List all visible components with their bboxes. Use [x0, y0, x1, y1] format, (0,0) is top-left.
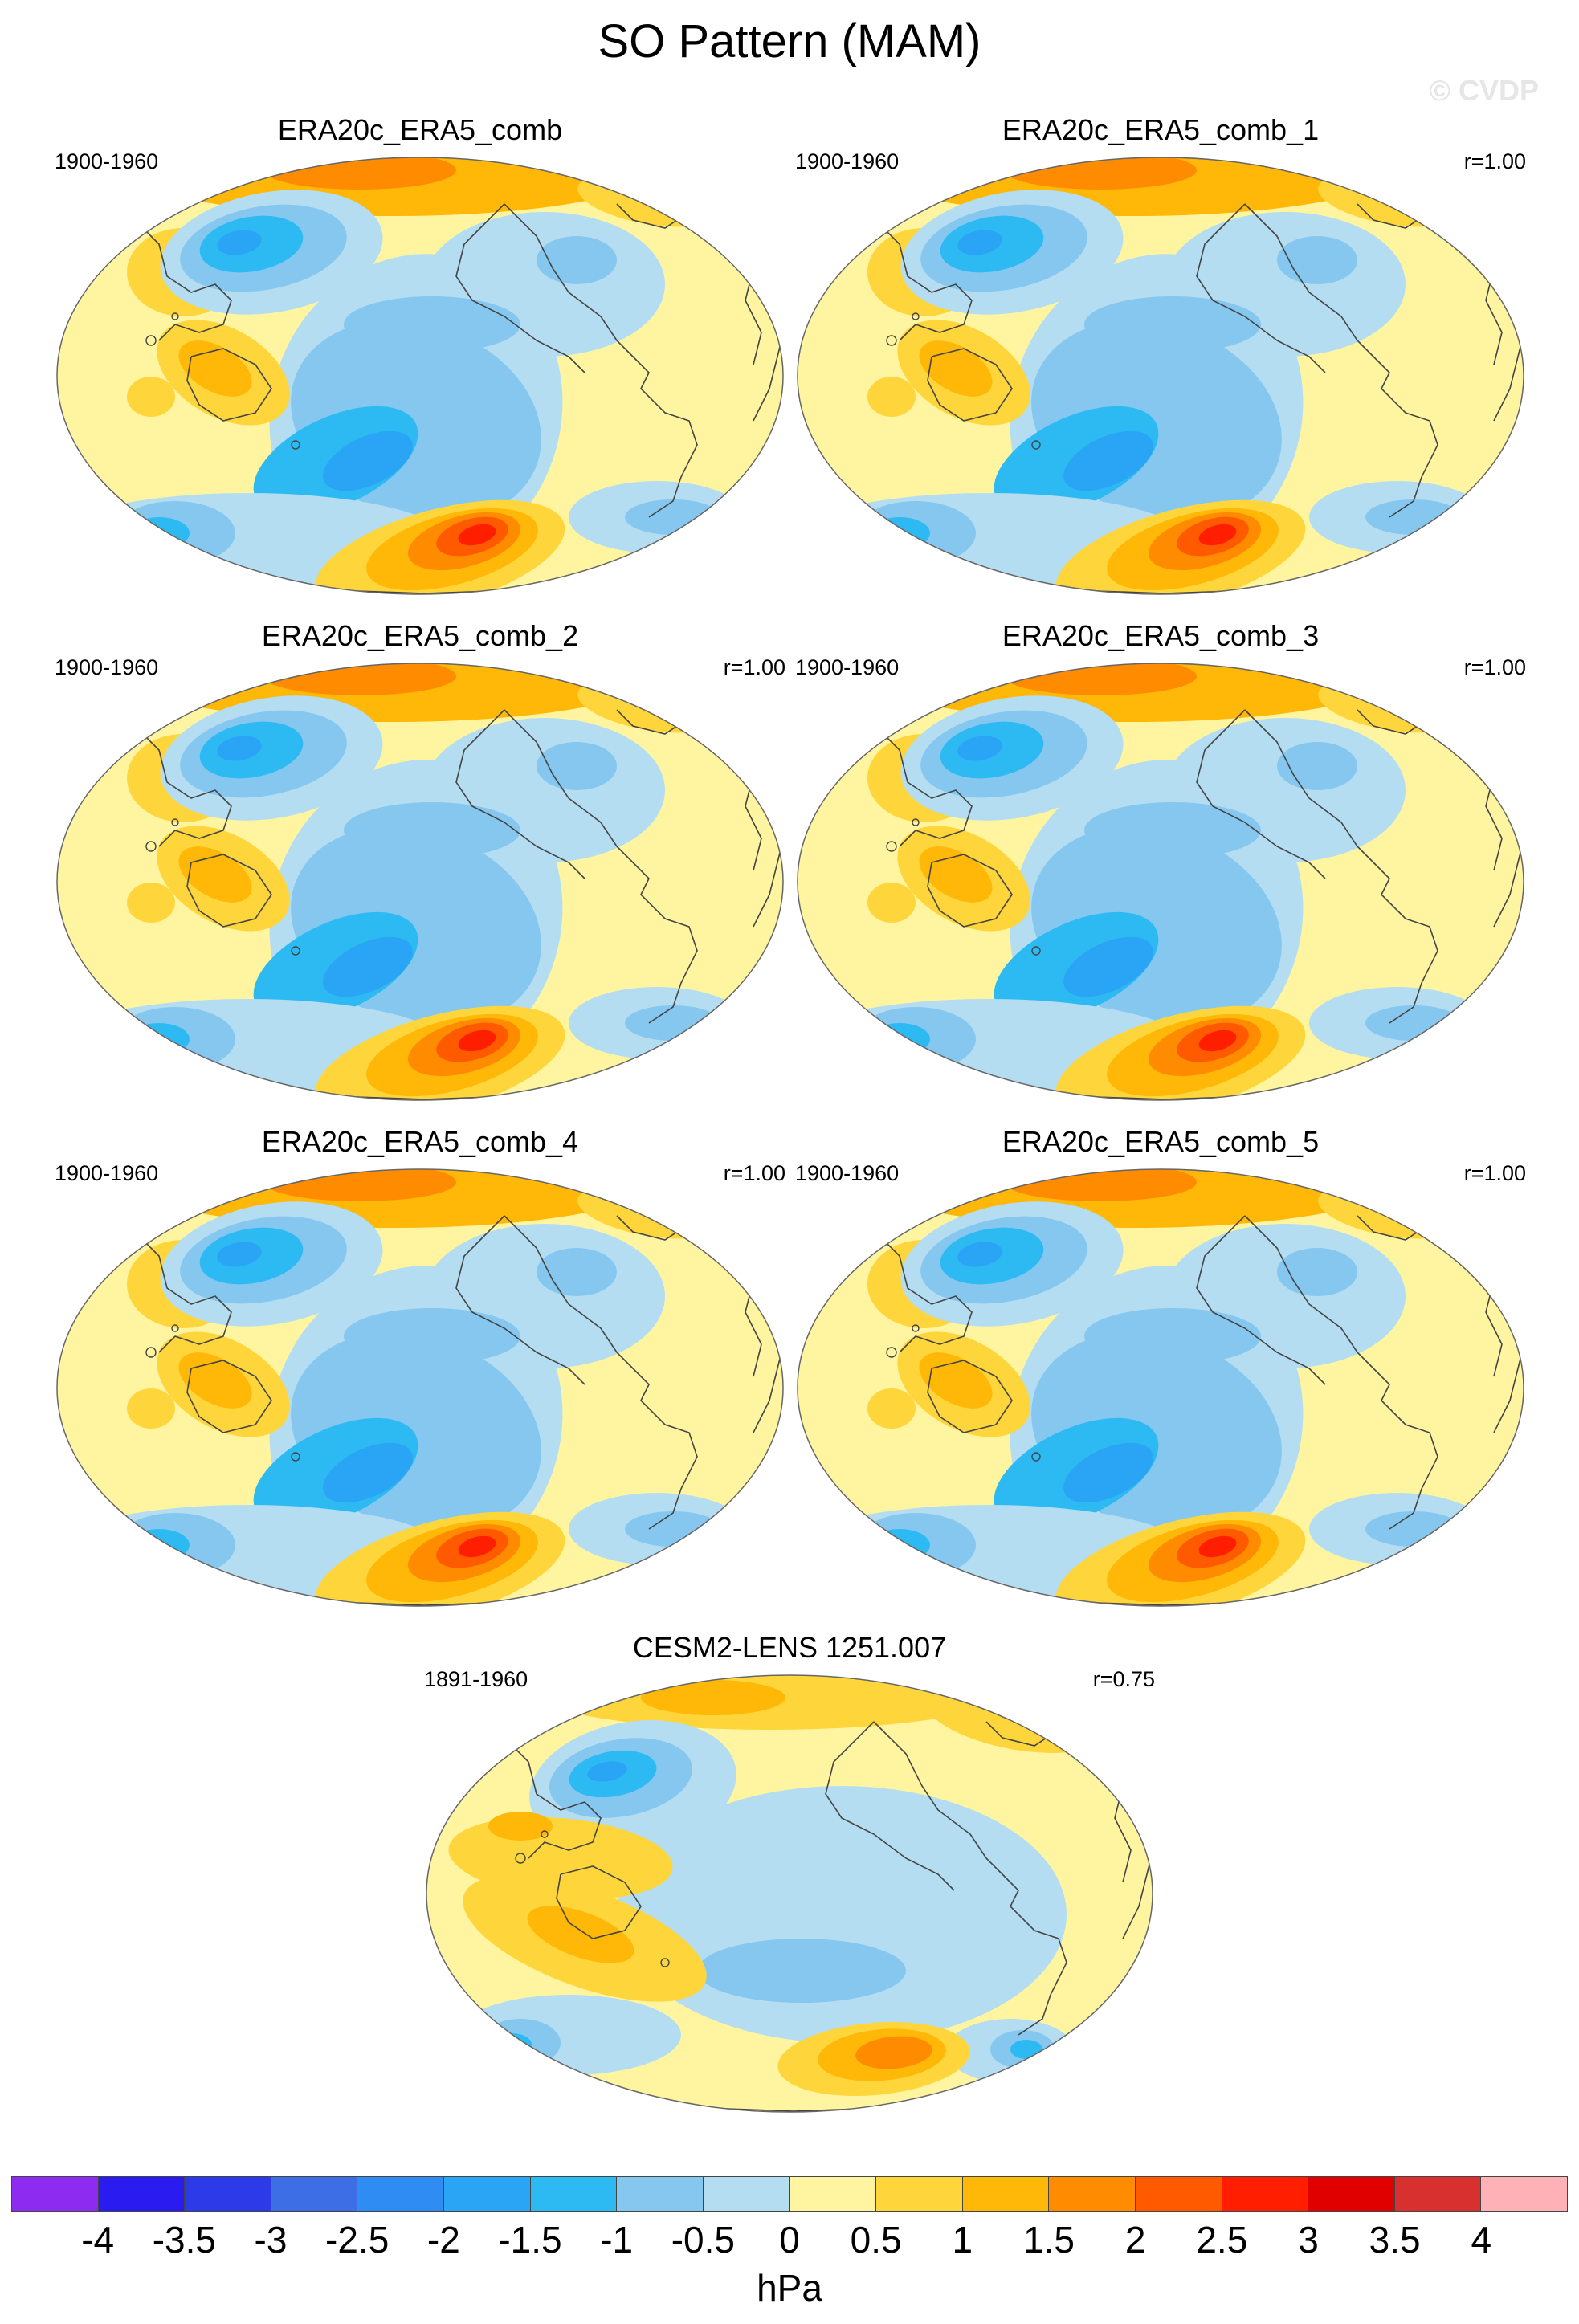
- panel-correlation: r=1.00: [723, 655, 785, 679]
- panel-correlation: r=1.00: [1463, 655, 1526, 679]
- map-outline: [797, 157, 1524, 595]
- colorbar-swatch: [271, 2177, 358, 2211]
- colorbar-tick-label: 0: [779, 2219, 800, 2261]
- map-panel: ERA20c_ERA5_comb_3 1900-1960 r=1.00: [795, 620, 1526, 1118]
- map-field: [797, 157, 1524, 595]
- panel-period: 1900-1960: [795, 1161, 900, 1185]
- map-field: [56, 157, 784, 595]
- panel-period: 1891-1960: [424, 1667, 528, 1691]
- map-field: [797, 1168, 1524, 1607]
- colorbar-tick-label: 4: [1471, 2219, 1492, 2261]
- colorbar-swatch: [98, 2177, 186, 2211]
- colorbar-tick-label: 1: [952, 2219, 973, 2261]
- panel-correlation: r=1.00: [1463, 149, 1526, 173]
- colorbar-swatch: [1308, 2177, 1395, 2211]
- panel-correlation: r=1.00: [1463, 1161, 1526, 1185]
- figure-title: SO Pattern (MAM): [598, 15, 981, 67]
- map-panel: ERA20c_ERA5_comb_5 1900-1960 r=1.00: [795, 1126, 1526, 1624]
- panel-title: ERA20c_ERA5_comb_5: [1002, 1125, 1320, 1158]
- panel-period: 1900-1960: [795, 655, 900, 679]
- panel-period: 1900-1960: [55, 149, 159, 173]
- map-field: [56, 663, 784, 1101]
- map-outline: [797, 1168, 1524, 1607]
- colorbar-tick-label: -1.5: [498, 2219, 562, 2261]
- colorbar-tick-label: 3.5: [1369, 2219, 1421, 2261]
- colorbar-tick-label: 2: [1124, 2219, 1146, 2261]
- panel-period: 1900-1960: [55, 655, 159, 679]
- map-panel: ERA20c_ERA5_comb_1 1900-1960 r=1.00: [795, 114, 1526, 612]
- colorbar-swatch: [1394, 2177, 1482, 2211]
- map-outline: [56, 663, 784, 1101]
- colorbar-swatch: [444, 2177, 531, 2211]
- map-panel: CESM2-LENS 1251.007 1891-1960 r=0.75: [424, 1632, 1155, 2130]
- panel-title: ERA20c_ERA5_comb: [277, 113, 563, 146]
- colorbar-tick-label: -3: [254, 2219, 288, 2261]
- colorbar-tick-label: 3: [1298, 2219, 1319, 2261]
- colorbar: [11, 2176, 1568, 2212]
- colorbar-swatch: [703, 2177, 790, 2211]
- colorbar-swatch: [790, 2177, 877, 2211]
- colorbar-tick-label: -0.5: [671, 2219, 735, 2261]
- panel-period: 1900-1960: [55, 1161, 159, 1185]
- panel-title: ERA20c_ERA5_comb_2: [261, 619, 579, 652]
- panel-title: ERA20c_ERA5_comb_1: [1002, 113, 1320, 146]
- panel-correlation: r=0.75: [1092, 1667, 1155, 1691]
- map-panel: ERA20c_ERA5_comb_2 1900-1960 r=1.00: [55, 620, 785, 1118]
- map-field: [797, 663, 1524, 1101]
- colorbar-tick-label: -4: [81, 2219, 115, 2261]
- colorbar-swatch: [1481, 2177, 1567, 2211]
- map-outline: [797, 663, 1524, 1101]
- panel-title: ERA20c_ERA5_comb_4: [261, 1125, 579, 1158]
- colorbar-tick-label: 0.5: [850, 2219, 902, 2261]
- map-outline: [56, 157, 784, 595]
- map-outline: [426, 1674, 1153, 2113]
- map-outline: [56, 1168, 784, 1607]
- panel-correlation: r=1.00: [723, 1161, 785, 1185]
- colorbar-swatch: [12, 2177, 99, 2211]
- map-field: [56, 1168, 784, 1607]
- colorbar-swatch: [530, 2177, 618, 2211]
- panel-period: 1900-1960: [795, 149, 900, 173]
- colorbar-tick-label: -2: [426, 2219, 460, 2261]
- map-panel: ERA20c_ERA5_comb 1900-1960: [55, 114, 785, 612]
- map-panel: ERA20c_ERA5_comb_4 1900-1960 r=1.00: [55, 1126, 785, 1624]
- colorbar-swatch: [1049, 2177, 1136, 2211]
- colorbar-swatch: [617, 2177, 704, 2211]
- colorbar-swatch: [876, 2177, 963, 2211]
- colorbar-swatch: [357, 2177, 445, 2211]
- colorbar-tick-label: -1: [600, 2219, 634, 2261]
- colorbar-swatch: [1135, 2177, 1222, 2211]
- panel-title: CESM2-LENS 1251.007: [632, 1631, 947, 1664]
- cvdp-watermark: © CVDP: [1429, 74, 1539, 107]
- panel-title: ERA20c_ERA5_comb_3: [1002, 619, 1320, 652]
- colorbar-units: hPa: [757, 2267, 822, 2309]
- colorbar-tick-label: -2.5: [325, 2219, 390, 2261]
- colorbar-tick-label: 2.5: [1196, 2219, 1248, 2261]
- colorbar-tick-label: 1.5: [1023, 2219, 1075, 2261]
- map-field: [426, 1674, 1153, 2113]
- colorbar-swatch: [185, 2177, 271, 2211]
- colorbar-swatch: [1222, 2177, 1309, 2211]
- colorbar-swatch: [962, 2177, 1050, 2211]
- colorbar-tick-label: -3.5: [152, 2219, 216, 2261]
